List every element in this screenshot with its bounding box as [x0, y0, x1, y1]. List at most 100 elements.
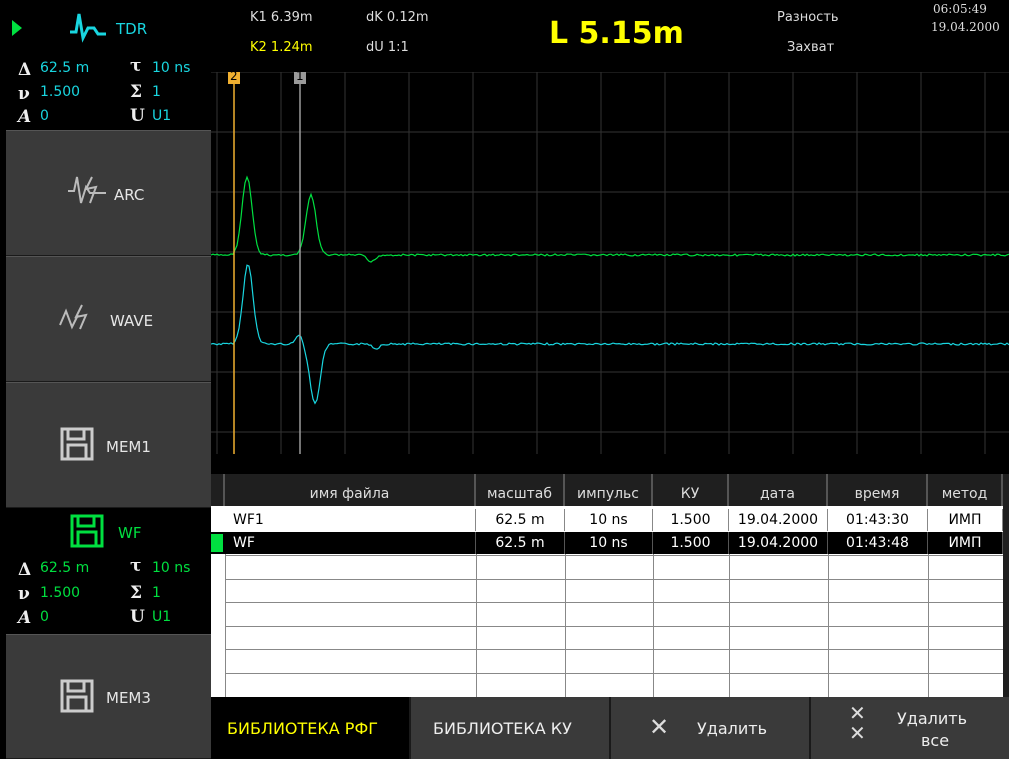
delete-all-button[interactable]: ✕ ✕ Удалить все [811, 697, 1007, 759]
vf-value: 1.500 [40, 84, 81, 100]
col-name[interactable]: имя файла [225, 474, 476, 506]
delete-all-label-2: все [921, 731, 950, 750]
col-time[interactable]: время [828, 474, 928, 506]
col-date[interactable]: дата [729, 474, 828, 506]
row-pulse: 10 ns [565, 509, 653, 531]
range-icon: Δ [18, 60, 32, 80]
library-rfg-button[interactable]: БИБЛИОТЕКА РФГ [211, 697, 411, 759]
wf-panel[interactable]: WF Δ 62.5 m τ 10 ns ν 1.500 Σ 1 A 0 U U1 [0, 508, 211, 634]
column-divider [476, 554, 477, 697]
delete-all-label-1: Удалить [897, 709, 967, 728]
column-divider [828, 554, 829, 697]
floppy-icon [60, 679, 94, 713]
col-method[interactable]: метод [928, 474, 1003, 506]
line-value: U1 [152, 108, 172, 124]
play-icon[interactable] [12, 20, 22, 36]
col-pulse[interactable]: импульс [565, 474, 653, 506]
att-value: 0 [40, 108, 49, 124]
table-row-selected[interactable]: WF 62.5 m 10 ns 1.500 19.04.2000 01:43:4… [211, 532, 1009, 554]
plot-grid [211, 72, 1009, 454]
library-ku-label: БИБЛИОТЕКА КУ [433, 719, 572, 738]
empty-row-line [225, 625, 1009, 627]
empty-row-line [225, 578, 1009, 580]
column-divider [565, 554, 566, 697]
row-method: ИМП [928, 532, 1003, 554]
col-ku[interactable]: КУ [653, 474, 729, 506]
empty-row-line [225, 672, 1009, 674]
selection-marker [211, 534, 223, 552]
column-divider [928, 554, 929, 697]
capture-label[interactable]: Захват [787, 40, 835, 55]
col-scale[interactable]: масштаб [476, 474, 565, 506]
cursor-1-tag [294, 72, 306, 84]
library-rfg-label: БИБЛИОТЕКА РФГ [227, 719, 378, 738]
file-table[interactable]: имя файла масштаб импульс КУ дата время … [211, 474, 1009, 697]
row-date: 19.04.2000 [729, 509, 828, 531]
mode-title: TDR [116, 20, 148, 38]
pulse-value: 10 ns [152, 60, 191, 76]
close-icon: ✕ [649, 713, 670, 741]
row-scale: 62.5 m [476, 509, 565, 531]
k2-readout: K2 1.24m [250, 40, 313, 55]
cursor-2-tag [228, 72, 240, 84]
cursor-1-label: 1 [296, 72, 304, 83]
amplitude-icon: A [18, 107, 32, 127]
wf-pulse-value: 10 ns [152, 560, 191, 576]
floppy-icon [60, 427, 94, 461]
row-method: ИМП [928, 509, 1003, 531]
tdr-pulse-icon [70, 13, 106, 43]
row-ku: 1.500 [653, 532, 729, 554]
mem3-button[interactable]: MEM3 [6, 634, 211, 759]
wf-line-value: U1 [152, 609, 172, 625]
row-time: 01:43:30 [828, 509, 928, 531]
arc-button[interactable]: ARC [6, 130, 211, 256]
delete-button[interactable]: ✕ Удалить [611, 697, 811, 759]
cursor-2-label: 2 [230, 72, 238, 83]
mem1-label: MEM1 [106, 438, 151, 456]
row-ku: 1.500 [653, 509, 729, 531]
column-divider [225, 554, 226, 697]
row-time: 01:43:48 [828, 532, 928, 554]
empty-row-line [225, 555, 1009, 556]
avg-value: 1 [152, 84, 161, 100]
du-readout: dU 1:1 [366, 40, 409, 55]
row-name: WF1 [225, 509, 476, 531]
table-row[interactable]: WF1 62.5 m 10 ns 1.500 19.04.2000 01:43:… [211, 509, 1009, 531]
pulse-icon: τ [130, 56, 142, 76]
row-name: WF [225, 532, 476, 554]
trace-green [211, 175, 1009, 263]
column-divider [729, 554, 730, 697]
measurement-header: K1 6.39m K2 1.24m dK 0.12m dU 1:1 L 5.15… [211, 0, 1009, 72]
wf-title: WF [118, 524, 142, 542]
wf-amplitude-icon: A [18, 608, 32, 628]
empty-row-line [225, 602, 1009, 603]
row-date: 19.04.2000 [729, 532, 828, 554]
wf-line-icon: U [130, 607, 145, 627]
velocity-icon: ν [18, 84, 30, 104]
k1-readout: K1 6.39m [250, 10, 313, 25]
wf-avg-value: 1 [152, 585, 161, 601]
wave-icon [59, 304, 88, 330]
mode-panel[interactable]: TDR Δ 62.5 m τ 10 ns ν 1.500 Σ 1 A 0 U U… [0, 0, 211, 130]
library-ku-button[interactable]: БИБЛИОТЕКА КУ [411, 697, 611, 759]
mem3-label: MEM3 [106, 689, 151, 707]
row-scale: 62.5 m [476, 532, 565, 554]
sum-icon: Σ [130, 82, 143, 102]
wf-vf-value: 1.500 [40, 585, 81, 601]
wave-button[interactable]: WAVE [6, 256, 211, 382]
diff-mode-label[interactable]: Разность [777, 10, 839, 25]
col-marker [211, 474, 225, 506]
clock-time: 06:05:49 [933, 2, 987, 16]
wf-pulse-icon: τ [130, 556, 142, 576]
length-readout: L 5.15m [549, 16, 684, 51]
wf-floppy-icon [70, 514, 104, 548]
wf-range-value: 62.5 m [40, 560, 90, 576]
empty-row-line [225, 649, 1009, 650]
trace-cyan [211, 264, 1009, 405]
line-icon: U [130, 106, 145, 126]
wf-att-value: 0 [40, 609, 49, 625]
reflectogram-canvas[interactable]: 2 1 [211, 72, 1009, 474]
table-scrollbar[interactable] [1003, 506, 1009, 697]
reflectogram-plot[interactable]: 2 1 [211, 72, 1009, 474]
mem1-button[interactable]: MEM1 [6, 382, 211, 508]
